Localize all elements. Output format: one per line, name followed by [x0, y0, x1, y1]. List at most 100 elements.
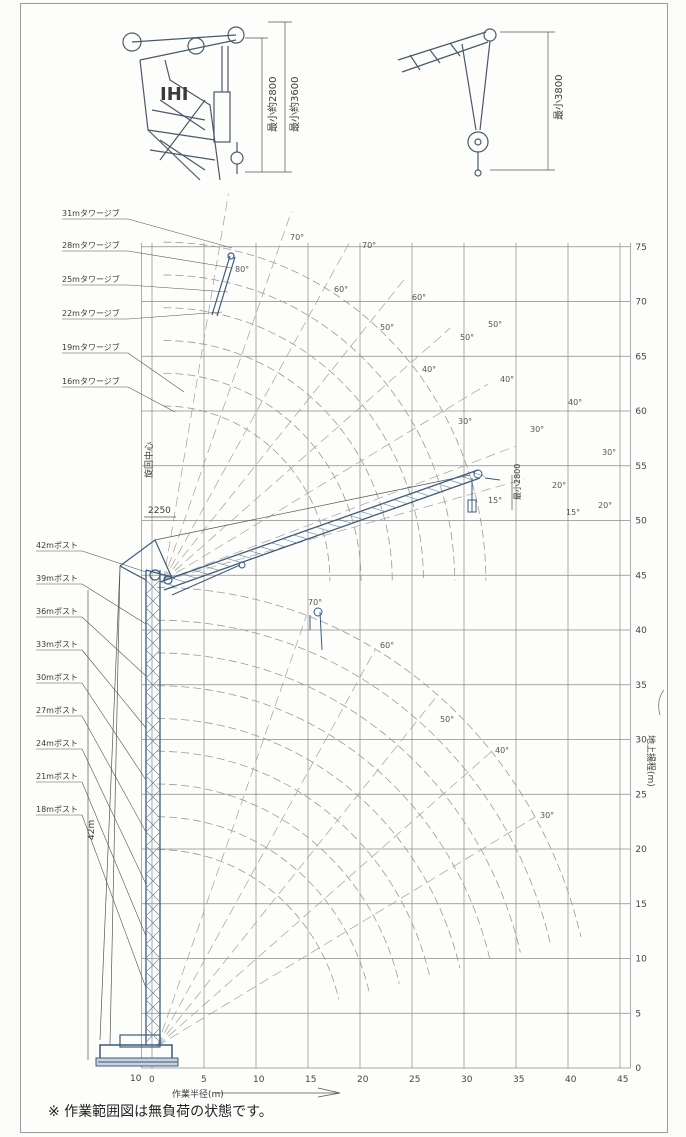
angle-label: 60° [380, 641, 394, 650]
x-axis-ticks: 0 5 10 15 20 25 30 35 40 45 [149, 1075, 628, 1085]
post-label: 27mポスト [36, 706, 78, 715]
post-label: 42mポスト [36, 541, 78, 550]
post-leader [81, 583, 147, 625]
angle-label: 60° [334, 285, 348, 294]
jib-strut [260, 546, 275, 552]
lattice-strut [145, 733, 161, 749]
range-arc-upper [163, 241, 487, 581]
y-tick-label: 10 [635, 955, 647, 965]
lattice-strut [145, 789, 161, 805]
jib-angle-rays [156, 193, 536, 1047]
lattice-strut [145, 957, 161, 973]
angle-ray-upper [163, 279, 405, 581]
lattice-strut [145, 943, 161, 959]
angle-ray-lower [156, 648, 376, 1047]
angle-label: 40° [568, 398, 582, 407]
y-axis-label: 地上揚程(m) [645, 735, 657, 787]
x-tick-label: 35 [513, 1075, 524, 1085]
post-leader [81, 649, 147, 729]
slew-center-label: 旋回中心 [143, 442, 155, 478]
dim-3600-label: 最小約3600 [288, 77, 301, 132]
angle-label: 20° [598, 501, 612, 510]
angle-ray-upper [163, 445, 516, 582]
lattice-strut [145, 915, 161, 931]
post-leader [81, 550, 147, 573]
y-axis-ticks: 0 5 10 15 20 25 30 35 40 45 50 55 60 65 70 75 [635, 243, 647, 1074]
jib-leader [127, 250, 233, 269]
range-arc-lower [157, 783, 400, 984]
x-axis-arrow [215, 1087, 341, 1098]
post-label: 24mポスト [36, 739, 78, 748]
range-arc-upper [163, 405, 331, 581]
detail-drawing-jib-head [122, 26, 245, 181]
lattice-strut [145, 901, 161, 917]
angle-ray-upper [163, 478, 526, 582]
jib-label: 31mタワージブ [62, 208, 120, 218]
angle-label: 50° [488, 320, 502, 329]
angle-label: 70° [290, 233, 304, 242]
jib-leader [127, 352, 185, 393]
detail-right-dim [490, 31, 555, 171]
detail-dim-lines [245, 21, 292, 173]
x-tick-label: 10 [253, 1075, 265, 1085]
lattice-strut [145, 747, 161, 763]
jib-strut [326, 522, 342, 528]
x-tick-label: 15 [305, 1075, 316, 1085]
angle-label: 15° [566, 508, 580, 517]
jib-strut [171, 577, 187, 583]
jib-strut [449, 479, 463, 485]
post-label: 33mポスト [36, 640, 78, 649]
y-tick-label: 15 [635, 900, 646, 910]
post-leader [81, 616, 147, 677]
jib-strut [304, 530, 319, 536]
jib-leader [127, 311, 223, 320]
y-axis-bracket [658, 689, 665, 716]
angle-ray-lower [156, 694, 439, 1047]
x-tick-label: 5 [201, 1075, 207, 1085]
jib-strut [271, 542, 286, 548]
y-tick-label: 70 [635, 298, 647, 308]
low-jib-hook [171, 561, 323, 651]
tip-min-label: 最小2800 [513, 464, 522, 500]
lattice-strut [145, 663, 161, 679]
y-tick-label: 65 [635, 352, 646, 362]
jib-strut [393, 499, 408, 505]
angle-ray-upper [163, 383, 488, 582]
lattice-strut [145, 635, 161, 651]
angle-label: 70° [362, 241, 376, 250]
jib-strut [460, 475, 474, 481]
footnote: ※ 作業範囲図は無負荷の状態です。 [48, 1104, 273, 1120]
y-tick-label: 5 [635, 1009, 641, 1019]
jib-strut [404, 495, 419, 501]
jib-strut [371, 507, 386, 512]
angle-label: 30° [540, 811, 554, 820]
lattice-strut [145, 621, 161, 637]
angle-ray-upper [163, 193, 229, 581]
crawler-base [95, 1034, 179, 1067]
lattice-strut [145, 803, 161, 819]
angle-ray-lower [156, 615, 307, 1047]
y-tick-label: 30 [635, 736, 647, 746]
angle-ray-upper [163, 327, 451, 581]
y-tick-label: 50 [635, 517, 647, 527]
lattice-strut [145, 985, 161, 1001]
y-tick-label: 60 [635, 407, 647, 417]
x-tick-label: 20 [357, 1075, 369, 1085]
jib-strut [282, 538, 297, 544]
post-label: 30mポスト [36, 673, 78, 682]
post-label: 36mポスト [36, 607, 78, 616]
x-left-tick: 10 [130, 1074, 142, 1084]
angle-label: 50° [380, 323, 394, 332]
jib-leader [127, 284, 229, 293]
jib-strut [315, 526, 330, 532]
y-tick-label: 55 [635, 462, 646, 472]
angle-ray-upper [163, 211, 292, 581]
jib-strut [337, 518, 353, 524]
lattice-strut [145, 817, 161, 833]
jib-strut [193, 569, 209, 575]
angle-label: 50° [440, 715, 454, 724]
jib-label: 28mタワージブ [62, 240, 120, 250]
jib-lattice [159, 471, 485, 587]
